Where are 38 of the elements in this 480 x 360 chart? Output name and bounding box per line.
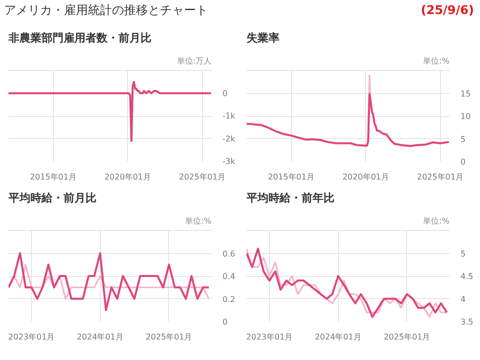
x-tick-label: 2023年01月 [246, 332, 293, 342]
y-tick-label: 15 [460, 89, 471, 98]
y-tick-label: 0.4 [222, 272, 236, 281]
y-tick-label: -2k [222, 134, 236, 144]
y-tick-label: 0 [460, 158, 466, 166]
x-tick-label: 2025年01月 [417, 172, 464, 182]
x-tick-label: 2020年01月 [342, 172, 390, 182]
x-tick-label: 2023年01月 [8, 332, 55, 342]
y-tick-label: 5 [460, 249, 466, 258]
x-tick-label: 2025年01月 [146, 332, 192, 342]
text: アメリカ・雇用統計の推移とチャート [4, 2, 208, 19]
x-tick-label: 2025年01月 [179, 172, 226, 182]
text: (25/9/6) [420, 2, 474, 19]
y-tick-label: 4.5 [460, 272, 474, 281]
y-axis-title: 単位:% [185, 216, 212, 226]
y-tick-label: 0.6 [222, 249, 236, 258]
y-tick-label: 10 [460, 112, 471, 121]
y-tick-label: 5 [460, 134, 466, 144]
y-tick-label: 0.2 [222, 294, 236, 304]
x-tick-label: 2025年01月 [384, 332, 430, 342]
y-axis-title: 単位:% [423, 216, 450, 226]
y-tick-label: -3k [222, 157, 236, 166]
y-tick-label: 0 [222, 318, 228, 326]
chart-title: 非農業部門雇用者数・前月比 [8, 32, 152, 44]
chart-title: 平均時給・前月比 [8, 192, 96, 204]
y-axis-title: 単位:万人 [176, 56, 212, 66]
y-tick-label: 3.5 [460, 318, 474, 326]
y-tick-label: -1k [222, 112, 236, 120]
y-axis-title: 単位:% [423, 56, 450, 66]
y-tick-label: 0 [222, 88, 228, 98]
chart-title: 平均時給・前年比 [246, 192, 334, 204]
y-tick-label: 4 [460, 294, 466, 304]
x-tick-label: 2015年01月 [30, 172, 76, 182]
x-tick-label: 2024年01月 [314, 332, 362, 342]
x-tick-label: 2020年01月 [104, 172, 152, 182]
x-tick-label: 2024年01月 [76, 332, 124, 342]
chart-title: 失業率 [246, 32, 280, 44]
x-tick-label: 2015年01月 [268, 172, 314, 182]
